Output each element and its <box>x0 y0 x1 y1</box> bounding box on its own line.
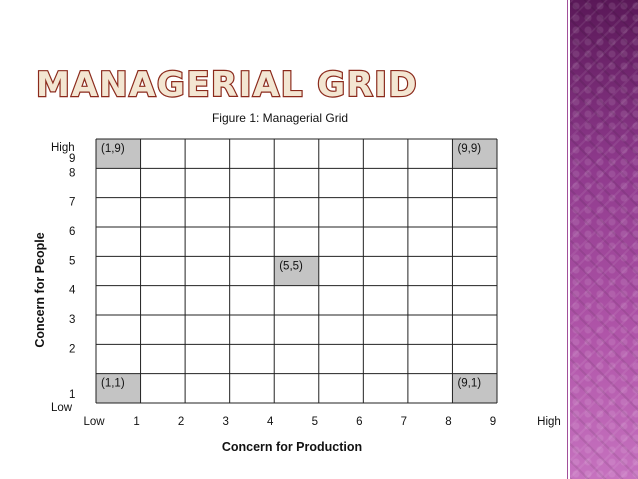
highlight-label: (5,5) <box>279 260 303 272</box>
grid-layer: (1,9) (9,9) (5,5) (1,1) (9,1) 1 2 3 4 5 6 7 8 9 Low Hig… <box>51 138 561 428</box>
figure-caption: Figure 1: Managerial Grid <box>212 111 348 125</box>
highlight-cell <box>452 139 497 169</box>
y-tick-label: 8 <box>69 167 75 179</box>
x-tick-label: 3 <box>222 416 228 428</box>
highlight-cell <box>96 139 141 169</box>
x-tick-label: 1 <box>133 416 139 428</box>
y-tick-label: 7 <box>69 197 75 209</box>
x-tick-label: 8 <box>445 416 451 428</box>
managerial-grid-figure: Figure 1: Managerial Grid (1,9) (9,9) (5,5… <box>33 111 561 454</box>
highlight-cell <box>96 373 141 403</box>
x-tick-label: 6 <box>356 416 362 428</box>
y-tick-label: 2 <box>69 343 75 355</box>
highlight-label: (1,1) <box>101 378 125 390</box>
y-tick-label: 5 <box>69 255 75 267</box>
highlight-label: (9,9) <box>457 143 481 155</box>
y-tick-label: 6 <box>69 226 75 238</box>
y-tick-label: 1 <box>69 389 75 401</box>
highlight-cell <box>452 373 497 403</box>
side-panel-divider <box>567 0 568 479</box>
y-high-label: High <box>51 142 75 154</box>
x-tick-label: 7 <box>401 416 407 428</box>
y-tick-label: 3 <box>69 314 75 326</box>
decorative-side-panel <box>570 0 638 479</box>
y-tick-label: 9 <box>69 153 75 165</box>
x-low-label: Low <box>83 416 105 428</box>
highlight-label: (1,9) <box>101 143 125 155</box>
y-low-label: Low <box>51 402 73 414</box>
highlight-label: (9,1) <box>457 378 481 390</box>
x-tick-label: 2 <box>178 416 184 428</box>
x-tick-label: 9 <box>490 416 496 428</box>
y-axis-title: Concern for People <box>33 232 47 347</box>
x-axis-title: Concern for Production <box>222 440 362 454</box>
x-tick-label: 4 <box>267 416 274 428</box>
highlight-cell <box>274 256 319 286</box>
x-tick-label: 5 <box>312 416 318 428</box>
y-tick-label: 4 <box>69 285 76 297</box>
x-high-label: High <box>537 416 561 428</box>
